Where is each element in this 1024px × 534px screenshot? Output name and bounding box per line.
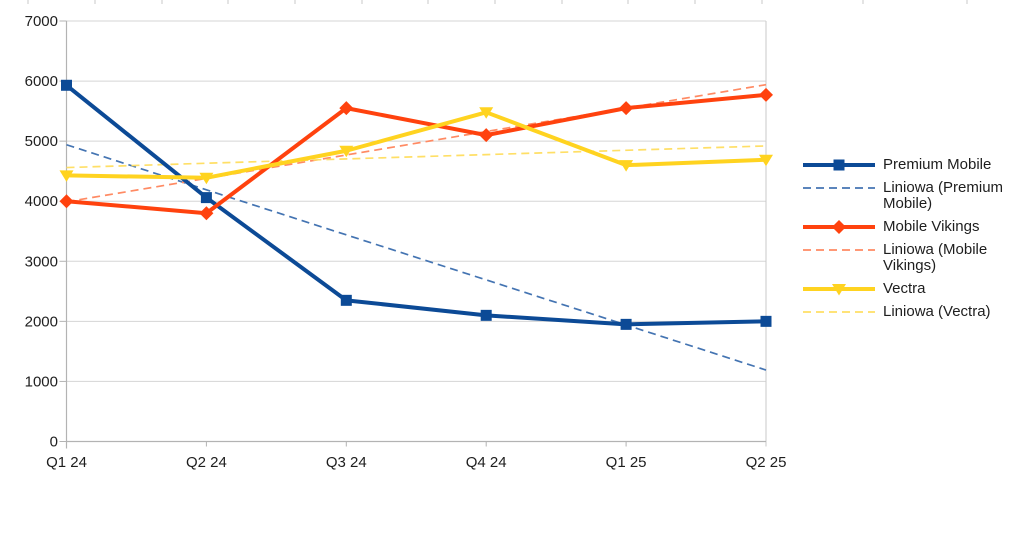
y-axis-label: 6000 bbox=[25, 73, 58, 90]
x-axis-label: Q2 25 bbox=[746, 454, 787, 471]
marker-vectra bbox=[619, 160, 634, 172]
y-axis-label: 1000 bbox=[25, 373, 58, 390]
y-axis-label: 5000 bbox=[25, 133, 58, 150]
legend-item-mobile-vikings: Mobile Vikings bbox=[801, 219, 1016, 235]
marker-vectra bbox=[199, 172, 214, 185]
legend-item-vectra: Vectra bbox=[801, 281, 1016, 297]
legend-label: Mobile Vikings bbox=[883, 218, 980, 235]
x-axis-label: Q4 24 bbox=[466, 454, 507, 471]
legend-swatch-mobile-vikings bbox=[803, 220, 875, 234]
x-axis-label: Q1 24 bbox=[46, 454, 87, 471]
marker-premium-mobile-legend bbox=[833, 159, 845, 171]
marker-mobile-vikings bbox=[59, 194, 74, 209]
marker-premium-mobile bbox=[340, 294, 352, 306]
series-line-vectra bbox=[64, 110, 768, 180]
y-axis-label: 7000 bbox=[25, 13, 58, 30]
marker-vectra bbox=[759, 154, 773, 167]
legend-label: Liniowa (Mobile Vikings) bbox=[883, 241, 988, 274]
marker-mobile-vikings bbox=[479, 128, 494, 143]
marker-premium-mobile bbox=[760, 315, 772, 327]
legend-item-liniowa-mobile-vikings: Liniowa (Mobile Vikings) bbox=[801, 242, 1016, 274]
legend-item-liniowa-premium-mobile: Liniowa (Premium Mobile) bbox=[801, 180, 1016, 212]
marker-premium-mobile bbox=[200, 192, 212, 204]
chart-legend: Premium Mobile Liniowa (Premium Mobile) … bbox=[801, 157, 1016, 327]
x-axis-label: Q1 25 bbox=[606, 454, 647, 471]
x-axis-label: Q3 24 bbox=[326, 454, 367, 471]
legend-label: Liniowa (Vectra) bbox=[883, 303, 991, 320]
series-line-mobile-vikings bbox=[64, 92, 768, 216]
legend-label: Premium Mobile bbox=[883, 156, 992, 173]
marker-mobile-vikings bbox=[759, 87, 773, 102]
marker-vectra bbox=[339, 145, 354, 158]
legend-item-premium-mobile: Premium Mobile bbox=[801, 157, 1016, 173]
y-axis-label: 3000 bbox=[25, 253, 58, 270]
y-axis-label: 4000 bbox=[25, 193, 58, 210]
legend-label: Liniowa (Premium Mobile) bbox=[883, 179, 1004, 212]
legend-item-liniowa-vectra: Liniowa (Vectra) bbox=[801, 304, 1016, 320]
legend-swatch-liniowa-premium-mobile bbox=[803, 187, 875, 189]
marker-mobile-vikings bbox=[339, 101, 354, 116]
legend-swatch-liniowa-vectra bbox=[803, 311, 875, 313]
legend-swatch-liniowa-mobile-vikings bbox=[803, 249, 875, 251]
marker-vectra bbox=[479, 107, 494, 119]
marker-mobile-vikings-legend bbox=[832, 220, 846, 234]
marker-vectra bbox=[59, 170, 74, 182]
y-axis-label: 2000 bbox=[25, 313, 58, 330]
marker-vectra-legend bbox=[832, 284, 846, 296]
marker-mobile-vikings bbox=[619, 101, 634, 116]
trendline-liniowa-mobile-vikings bbox=[66, 83, 767, 203]
marker-premium-mobile bbox=[620, 318, 632, 330]
x-axis-label: Q2 24 bbox=[186, 454, 227, 471]
y-axis-label: 0 bbox=[50, 434, 58, 451]
legend-label: Vectra bbox=[883, 280, 926, 297]
marker-premium-mobile bbox=[61, 79, 72, 91]
marker-premium-mobile bbox=[480, 309, 492, 321]
legend-swatch-vectra bbox=[803, 284, 875, 296]
legend-swatch-premium-mobile bbox=[803, 159, 875, 171]
marker-mobile-vikings bbox=[199, 206, 214, 221]
